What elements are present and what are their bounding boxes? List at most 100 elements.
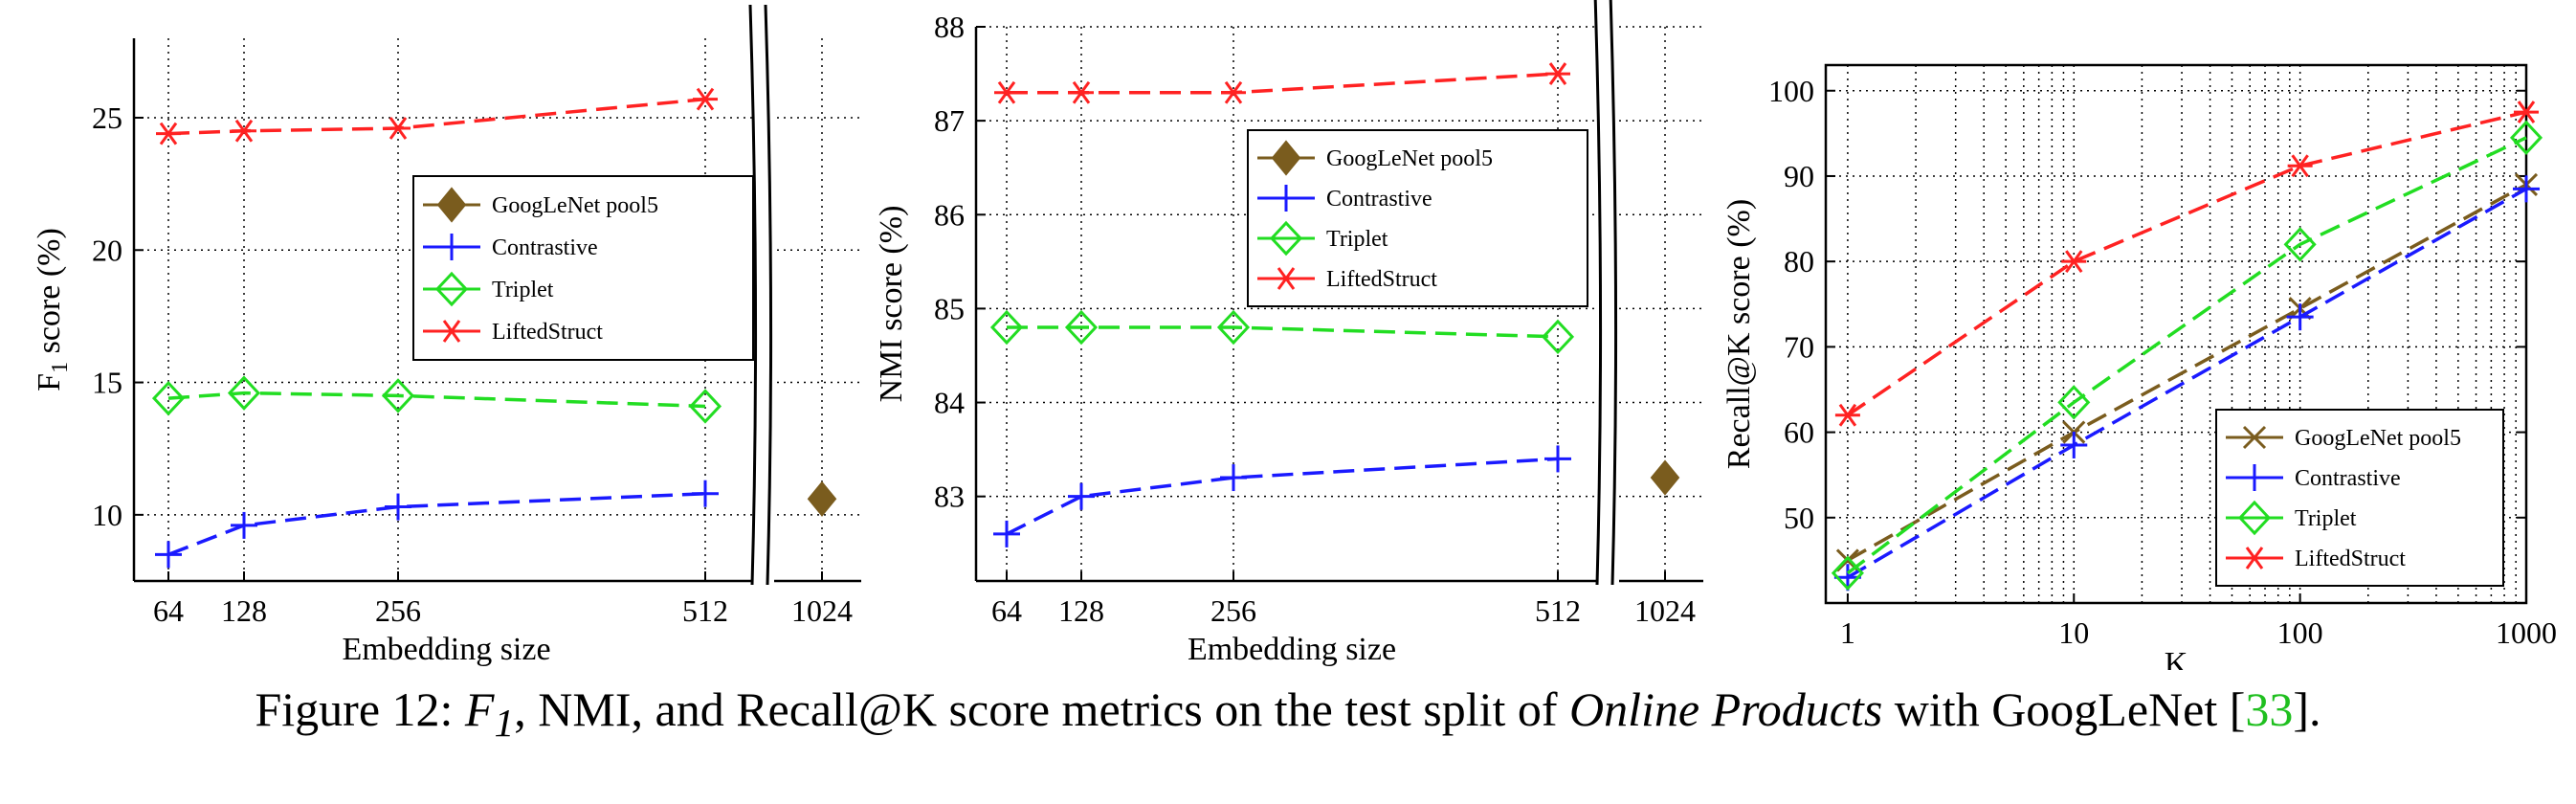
y-tick-label: 86 — [934, 197, 965, 232]
marker-shape — [2057, 385, 2091, 420]
marker-shape — [1831, 555, 1864, 591]
series-line — [167, 391, 706, 409]
legend-box — [412, 175, 754, 361]
x-tick-label: 10 — [2058, 615, 2089, 650]
y-tick-label: 25 — [92, 100, 122, 135]
marker-shape — [381, 378, 415, 413]
marker-shape — [389, 117, 408, 140]
x-tick-label: 64 — [153, 593, 184, 628]
series-line — [1007, 72, 1559, 95]
axis-break-line — [1593, 0, 1603, 586]
series-line — [167, 97, 706, 136]
series-line — [167, 491, 706, 556]
x-tick-label: 512 — [682, 593, 728, 628]
legend: GoogLeNet pool5 Contrastive Triplet LiftedS… — [2215, 409, 2504, 587]
legend-item: LiftedStruct — [423, 320, 603, 345]
y-tick-label: 10 — [92, 498, 122, 532]
citation-link[interactable]: 33 — [2245, 682, 2294, 736]
y-tick-label: 87 — [934, 103, 965, 138]
x-axis-label: K — [2165, 646, 2188, 670]
data-point — [1541, 319, 1575, 355]
data-point — [1068, 482, 1095, 510]
data-point — [386, 117, 411, 140]
series-contrastive — [155, 480, 719, 569]
marker-shape — [1072, 80, 1091, 104]
marker-shape — [2517, 100, 2536, 123]
marker-shape — [151, 380, 186, 416]
series-googlenet-pool5 — [1650, 459, 1680, 496]
legend-label: GoogLeNet pool5 — [492, 193, 658, 218]
f1-chart: 10 15 20 25 64 128 256 512 1024 Embedding size F1 … — [32, 4, 861, 667]
series-line — [1847, 183, 2527, 562]
legend-item: Contrastive — [423, 234, 598, 260]
data-point — [2060, 431, 2088, 458]
y-tick-label: 15 — [92, 366, 122, 400]
marker-shape — [2291, 154, 2309, 178]
series-line — [1847, 187, 2527, 579]
data-point — [1545, 62, 1570, 85]
y-axis-label: NMI score (%) — [874, 206, 909, 403]
marker-shape — [696, 87, 715, 111]
series-line — [1846, 136, 2527, 575]
legend-item: Triplet — [423, 271, 554, 307]
axis-break-line — [764, 4, 773, 586]
legend-marker — [438, 234, 465, 260]
marker-shape — [1269, 220, 1303, 257]
series-contrastive — [993, 445, 1571, 547]
data-point — [994, 80, 1019, 104]
marker-shape — [434, 271, 469, 307]
marker-shape — [1548, 62, 1567, 85]
data-point — [1221, 80, 1246, 104]
data-point — [2513, 175, 2540, 203]
marker-shape — [1277, 267, 1296, 290]
series-triplet — [989, 309, 1575, 355]
marker-shape — [997, 80, 1016, 104]
marker-shape — [1541, 319, 1575, 355]
series-line — [1846, 110, 2527, 417]
series-triplet — [151, 375, 722, 424]
series-line — [1006, 457, 1559, 536]
legend-label: Contrastive — [492, 235, 598, 260]
series-googlenet-pool5 — [807, 480, 837, 517]
legend-marker — [436, 187, 467, 223]
x-axis-label: Embedding size — [342, 632, 550, 667]
data-point — [693, 87, 718, 111]
x-tick-label: 64 — [991, 593, 1022, 628]
series-contrastive — [1833, 175, 2540, 592]
figure: 10 15 20 25 64 128 256 512 1024 Embedding size F1 … — [32, 0, 2557, 670]
legend-item: Triplet — [1257, 220, 1388, 257]
y-tick-label: 20 — [92, 233, 122, 267]
data-point — [2287, 154, 2313, 178]
data-point — [1544, 445, 1571, 473]
plot-frame — [1824, 63, 2528, 605]
legend-marker — [1271, 140, 1301, 176]
x-tick-label: 512 — [1535, 593, 1581, 628]
legend-label: Contrastive — [1326, 187, 1432, 212]
data-point — [2514, 100, 2539, 123]
data-point — [151, 380, 186, 416]
marker-shape — [1271, 140, 1301, 176]
legend-marker — [434, 271, 469, 307]
series-triplet — [1831, 120, 2543, 591]
marker-shape — [227, 375, 261, 411]
legend-marker — [1273, 185, 1299, 212]
series-liftedstruct — [994, 62, 1570, 104]
legend-label: LiftedStruct — [1326, 267, 1437, 292]
marker-shape — [234, 119, 254, 143]
legend-box — [1247, 129, 1588, 307]
legend-label: LiftedStruct — [492, 320, 603, 345]
data-point — [1220, 464, 1247, 492]
x-tick-label: 128 — [1058, 593, 1104, 628]
data-point — [232, 119, 256, 143]
series-line — [1007, 325, 1559, 339]
y-tick-label: 100 — [1768, 74, 1814, 108]
data-point — [1069, 80, 1094, 104]
data-point — [231, 511, 257, 539]
data-point — [2286, 303, 2314, 331]
y-tick-label: 70 — [1784, 329, 1814, 364]
legend-marker — [1274, 267, 1299, 290]
legend-item: Contrastive — [1257, 185, 1432, 212]
x-tick-label: 256 — [1210, 593, 1256, 628]
data-point — [156, 122, 181, 145]
legend-label: Triplet — [1326, 227, 1388, 252]
